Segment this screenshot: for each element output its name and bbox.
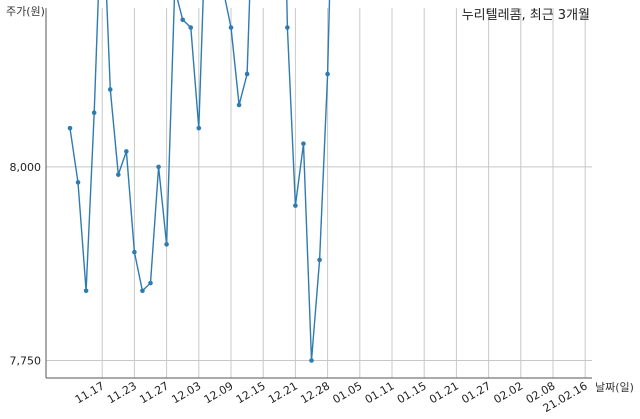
x-tick-label: 02.02 bbox=[492, 379, 526, 406]
axis-layer: 7,7508,0008,2508,5008,7509,0009,2509,500… bbox=[10, 8, 592, 415]
data-point bbox=[107, 87, 113, 92]
data-point bbox=[91, 110, 97, 115]
data-point bbox=[180, 17, 185, 23]
data-point bbox=[148, 280, 153, 286]
data-point bbox=[132, 249, 137, 255]
x-tick-label: 12.03 bbox=[170, 379, 204, 406]
data-point bbox=[164, 242, 169, 247]
data-point bbox=[140, 288, 145, 294]
y-axis-label: 주가(원) bbox=[6, 5, 45, 18]
data-point bbox=[156, 164, 161, 170]
data-point bbox=[309, 358, 314, 363]
x-tick-label: 12.21 bbox=[266, 379, 300, 406]
x-tick-label: 11.27 bbox=[137, 379, 171, 406]
data-point bbox=[67, 125, 73, 131]
x-tick-label: 01.27 bbox=[459, 379, 493, 406]
data-point bbox=[116, 172, 121, 177]
grid-layer bbox=[46, 8, 592, 378]
data-point bbox=[124, 149, 129, 154]
data-point bbox=[293, 203, 298, 208]
data-point bbox=[228, 25, 234, 30]
data-point bbox=[236, 102, 242, 108]
data-point bbox=[244, 71, 250, 77]
x-tick-label: 01.11 bbox=[363, 379, 397, 406]
data-point bbox=[188, 25, 194, 30]
y-tick-label: 8,000 bbox=[10, 161, 42, 174]
data-point bbox=[317, 257, 322, 263]
x-tick-label: 11.23 bbox=[105, 379, 139, 406]
chart-title: 누리텔레콤, 최근 3개월 bbox=[462, 8, 590, 23]
series-layer bbox=[67, 0, 331, 363]
data-point bbox=[83, 288, 89, 294]
x-tick-label: 01.21 bbox=[427, 379, 461, 406]
x-tick-label: 11.17 bbox=[73, 379, 107, 406]
series-line bbox=[69, 0, 331, 361]
x-tick-label: 01.05 bbox=[331, 379, 365, 406]
x-tick-label: 12.15 bbox=[234, 379, 268, 406]
y-tick-label: 7,750 bbox=[10, 355, 42, 368]
data-point bbox=[196, 125, 202, 131]
data-point bbox=[325, 71, 330, 77]
data-point bbox=[75, 180, 81, 185]
x-tick-label: 12.28 bbox=[298, 379, 332, 406]
label-layer: 주가(원) 날짜(일) 누리텔레콤, 최근 3개월 bbox=[6, 5, 634, 394]
x-axis-label: 날짜(일) bbox=[595, 380, 634, 394]
x-tick-label: 01.15 bbox=[395, 379, 429, 406]
x-tick-label: 12.09 bbox=[202, 379, 236, 406]
data-point bbox=[285, 25, 290, 30]
data-point bbox=[301, 141, 306, 146]
